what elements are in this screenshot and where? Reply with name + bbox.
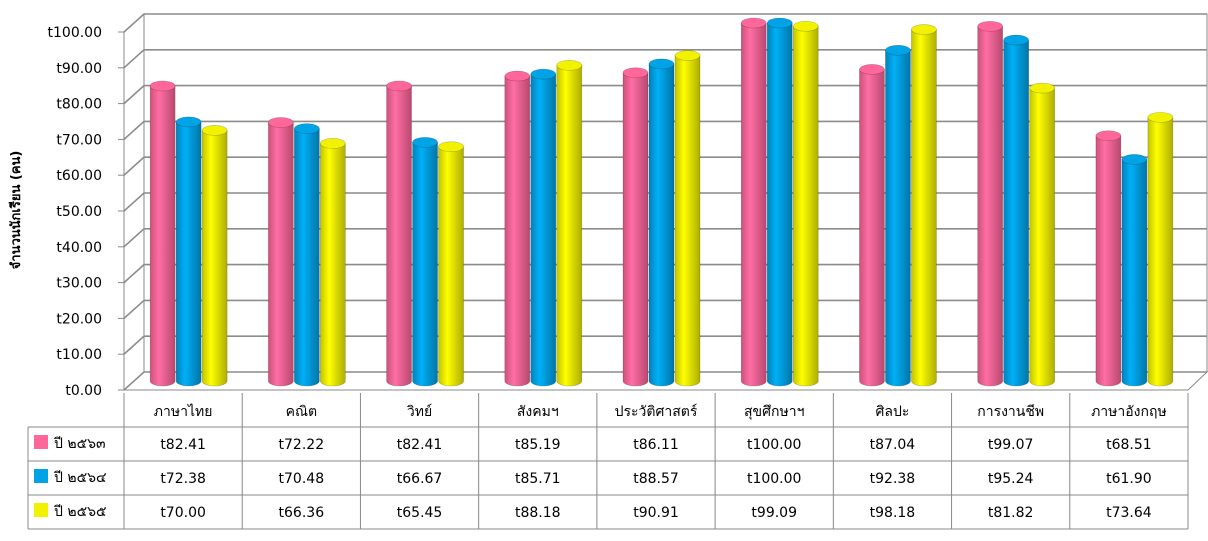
gridline: [123, 263, 1207, 284]
data-label: t61.90: [1106, 471, 1152, 487]
gridline: [123, 228, 1207, 248]
bar: [556, 60, 583, 387]
gridline: [123, 84, 1207, 105]
bar: [175, 116, 202, 387]
gridline: [123, 371, 1207, 391]
bar: [1029, 82, 1055, 387]
x-tick-label: สังคมฯ: [517, 404, 559, 420]
data-label: t65.45: [397, 505, 443, 521]
gridline: [123, 120, 1207, 140]
bars: [149, 17, 1174, 387]
x-tick-label: ศิลปะ: [876, 404, 910, 420]
legend-swatch: [34, 469, 48, 483]
y-tick-label: t90.00: [56, 61, 102, 77]
data-label: t66.67: [397, 471, 443, 487]
y-tick-label: t10.00: [56, 347, 102, 363]
data-label: t98.18: [870, 505, 916, 521]
legend-label: ปี ๒๕๖๔: [54, 470, 107, 486]
bar: [885, 44, 911, 387]
bar: [1121, 154, 1148, 387]
data-label: t73.64: [1106, 505, 1152, 521]
bar: [438, 141, 464, 387]
data-label: t86.11: [633, 437, 679, 453]
data-label: t70.48: [279, 471, 325, 487]
bar: [530, 68, 557, 387]
data-label: t66.36: [279, 505, 325, 521]
y-tick-label: t70.00: [56, 132, 102, 148]
data-label: t95.24: [988, 471, 1034, 487]
bar: [294, 123, 320, 387]
bar: [859, 64, 885, 387]
bar: [977, 21, 1003, 387]
x-tick-label: วิทย์: [407, 403, 432, 420]
data-label: t82.41: [160, 437, 206, 453]
gridline: [123, 335, 1207, 355]
legend-swatch: [34, 435, 48, 449]
x-tick-label: การงานชีพ: [977, 404, 1044, 420]
gridline: [123, 48, 1207, 69]
bar: [386, 80, 412, 387]
data-label: t99.09: [751, 505, 797, 521]
bar: [504, 70, 531, 387]
bar: [740, 17, 767, 387]
gridline: [123, 192, 1207, 212]
data-label: t72.38: [160, 471, 206, 487]
y-tick-label: t30.00: [56, 276, 102, 292]
gridline: [123, 13, 1207, 33]
bar: [622, 67, 649, 387]
data-table: ภาษาไทย คณิต วิทย์ สังคมฯ ประวัติศาสตร์ สุขศึ…: [27, 393, 1189, 530]
x-tick-label: สุขศึกษาฯ: [744, 404, 804, 420]
data-label: t70.00: [160, 505, 206, 521]
y-tick-label: t100.00: [48, 25, 102, 41]
data-label: t90.91: [633, 505, 679, 521]
y-axis-label: จำนวนนักเรียน (คน): [8, 151, 24, 270]
data-label: t92.38: [870, 471, 916, 487]
gridline: [123, 156, 1207, 176]
x-tick-label: ภาษาอังกฤษ: [1091, 404, 1167, 420]
y-tick-label: t80.00: [56, 97, 102, 113]
data-label: t88.18: [515, 505, 561, 521]
data-label: t88.57: [633, 471, 679, 487]
legend-swatch: [34, 503, 48, 517]
x-tick-label: คณิต: [286, 404, 317, 420]
legend-label: ปี ๒๕๖๕: [54, 504, 107, 520]
data-label: t100.00: [747, 471, 801, 487]
bar: [201, 125, 228, 387]
bar: [320, 138, 346, 387]
data-label: t85.19: [515, 437, 561, 453]
bar: [1003, 34, 1029, 387]
data-label: t82.41: [397, 437, 443, 453]
y-tick-label: t40.00: [56, 240, 102, 256]
data-label: t100.00: [747, 437, 801, 453]
legend-label: ปี ๒๕๖๓: [54, 436, 106, 452]
bar: [1147, 112, 1174, 387]
bar: [268, 117, 294, 387]
bar: [792, 20, 819, 387]
data-label: t87.04: [870, 437, 916, 453]
y-tick-label: t60.00: [56, 168, 102, 184]
gridline: [123, 299, 1207, 319]
data-label: t99.07: [988, 437, 1034, 453]
y-axis-ticks: t0.00 t10.00 t20.00 t30.00 t40.00 t50.00 t60.0…: [48, 25, 125, 399]
x-tick-label: ประวัติศาสตร์: [615, 403, 698, 420]
bar: [412, 137, 438, 387]
x-tick-label: ภาษาไทย: [154, 403, 213, 420]
y-tick-label: t20.00: [56, 311, 102, 327]
bar: [766, 17, 793, 387]
data-label: t81.82: [988, 505, 1034, 521]
y-tick-label: t0.00: [65, 383, 102, 399]
bar: [149, 80, 176, 387]
data-label: t85.71: [515, 471, 561, 487]
bar: [674, 50, 701, 387]
data-label: t72.22: [279, 437, 325, 453]
gridlines: [123, 13, 1207, 391]
bar: [911, 24, 937, 387]
data-label: t68.51: [1106, 437, 1152, 453]
bar: [1095, 130, 1122, 387]
bar: [648, 58, 675, 387]
y-tick-label: t50.00: [56, 204, 102, 220]
